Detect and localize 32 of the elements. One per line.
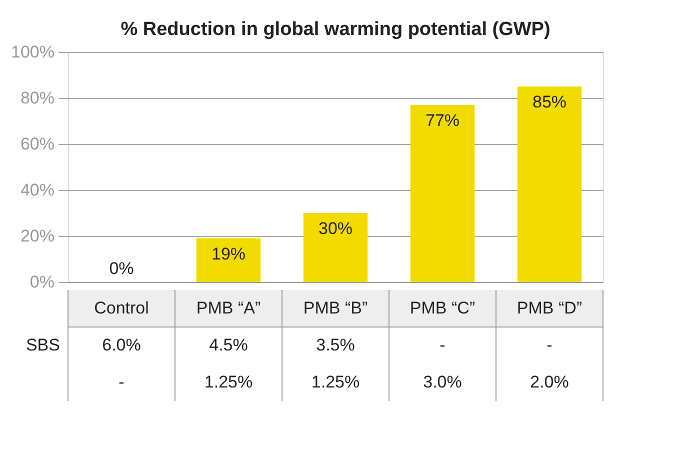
y-tick-label: 60% [20, 134, 54, 154]
x-tick-label: Control [94, 298, 149, 318]
x-tick-label: PMB “D” [516, 298, 582, 318]
x-tick-label: PMB “A” [196, 298, 261, 318]
data-label: 85% [532, 92, 567, 112]
x-tick-label: PMB “C” [410, 298, 476, 318]
y-tick-label: 20% [20, 226, 54, 246]
bar [517, 86, 582, 282]
data-label: 77% [425, 110, 460, 130]
chart-title: % Reduction in global warming potential (GWP) [120, 19, 550, 40]
text: - [118, 372, 124, 392]
text: 2.0% [530, 372, 569, 392]
data-label: 19% [211, 244, 246, 264]
text: 4.5% [209, 336, 248, 354]
y-tick-label: 0% [30, 272, 54, 292]
y-tick-label: 40% [20, 180, 54, 200]
y-tick-label: 100% [11, 42, 54, 62]
text: 3.5% [316, 336, 355, 354]
x-tick-label: PMB “B” [303, 298, 368, 318]
text: - [440, 336, 446, 354]
text: 1.25% [204, 372, 253, 392]
text: - [546, 336, 552, 354]
text: SBS [26, 336, 60, 354]
text: 3.0% [423, 372, 462, 392]
bar [196, 238, 261, 282]
bar [303, 213, 368, 282]
text: 6.0% [102, 336, 141, 354]
data-label: 30% [318, 219, 353, 238]
y-tick-label: 80% [20, 88, 54, 108]
bar [410, 104, 475, 282]
text: 1.25% [311, 372, 360, 392]
data-label: 0% [109, 259, 134, 278]
